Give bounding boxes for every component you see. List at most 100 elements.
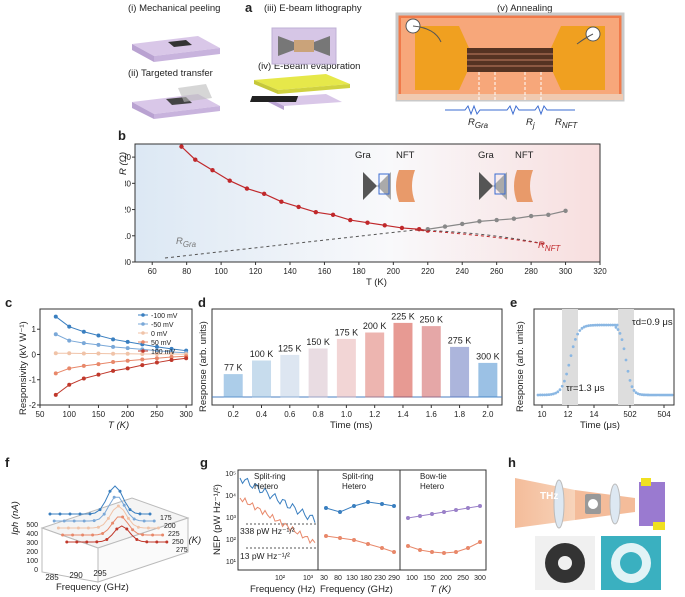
e-decay-point (670, 393, 674, 397)
e-rise-point (576, 332, 579, 336)
panel-label-a: a (245, 0, 253, 15)
d-pulse-bar (421, 326, 441, 398)
c-data-point (67, 324, 72, 329)
e-rise-point (585, 324, 588, 328)
e-rise-point (609, 323, 612, 327)
f-data-point (151, 533, 155, 537)
annealing-illustration (395, 12, 625, 116)
d-xlabel: Time (ms) (330, 420, 373, 431)
c-data-point (169, 358, 174, 363)
e-rise-point (565, 372, 568, 376)
f-data-point (56, 526, 60, 530)
f-data-point (52, 519, 56, 523)
f-data-point (65, 540, 69, 544)
b-data-point (477, 219, 482, 224)
e-rise-point (607, 323, 610, 327)
d-xtick-label: 1.8 (454, 410, 466, 419)
e-xtick-label: 14 (590, 410, 599, 419)
c-data-point (111, 337, 116, 342)
b-data-point (399, 225, 405, 231)
f-ytick-label: 500 (26, 522, 38, 529)
d-pulse-label: 300 K (476, 351, 500, 361)
c-data-point (53, 314, 58, 319)
g-hetero-point (338, 536, 342, 540)
e-xtick-label: 12 (564, 410, 573, 419)
c-data-point (111, 351, 116, 356)
c-data-point (140, 363, 145, 368)
c-data-point (67, 351, 72, 356)
f-data-point (128, 508, 132, 512)
g-legend-3b: Hetero (420, 482, 445, 491)
g-bowtie-point (418, 514, 422, 518)
e-rise-point (615, 323, 619, 327)
e-decay-point (624, 358, 628, 362)
b-data-point (244, 186, 250, 191)
g-bowtie-point (442, 510, 446, 514)
c-ytick-label: 1 (32, 325, 37, 334)
e-rise-point (538, 393, 542, 397)
c-series-line (55, 333, 187, 354)
g-xtick-label-2: 180 (360, 575, 372, 582)
f-data-point (78, 512, 82, 516)
c-data-point (140, 357, 145, 362)
g-splitring-point (338, 510, 342, 514)
b-plot-area (134, 143, 601, 263)
d-pulse-label: 125 K (278, 343, 302, 353)
c-xtick-label: 300 (179, 410, 193, 419)
f-ytick-label: 0 (34, 567, 38, 574)
b-xtick-label: 200 (387, 267, 401, 276)
c-legend-label: -100 mV (151, 313, 178, 320)
f-xtick-label: 290 (69, 571, 83, 580)
c-xtick-label: 150 (92, 410, 106, 419)
f-ttick-label: 200 (164, 523, 176, 530)
g-splitring-freq (325, 501, 395, 513)
c-legend-label: -50 mV (151, 322, 174, 329)
e-decay-point (654, 393, 658, 397)
c-data-point (111, 360, 116, 365)
g-hetero-temp-point (406, 544, 410, 548)
b-xtick-label: 300 (559, 267, 573, 276)
b-xtick-label: 180 (352, 267, 366, 276)
b-data-point (279, 199, 284, 204)
step-4-label: (iv) E-Beam evaporation (258, 61, 361, 72)
e-rise-point (552, 392, 555, 396)
f-data-point (102, 512, 106, 516)
e-rise-point (598, 323, 601, 327)
f-data-point (72, 519, 76, 523)
band-inset-left (363, 170, 415, 202)
b-ytick-label: 1240 (125, 153, 132, 162)
b-data-point (210, 168, 215, 173)
c-data-point (154, 344, 159, 349)
f-data-point (141, 533, 145, 537)
c-data-point (81, 329, 86, 334)
substrate-1 (132, 36, 220, 62)
b-inset-gra-1: Gra (355, 150, 371, 161)
c-xtick-label: 50 (36, 410, 45, 419)
g-xtick-label-2: 30 (320, 575, 328, 582)
c-series-line (55, 355, 187, 374)
d-xtick-label: 2.0 (482, 410, 494, 419)
g-ytick-label: 10¹ (226, 559, 237, 566)
g-hetero-noise (239, 496, 316, 545)
c-data-point (81, 341, 86, 346)
e-decay-point (662, 393, 666, 397)
c-data-point (125, 358, 130, 363)
f-data-point (81, 533, 85, 537)
f-data-point (92, 519, 96, 523)
e-rise-point (578, 329, 582, 332)
e-rise-point (560, 384, 564, 388)
r-nft-label: RNFT (555, 117, 578, 130)
b-data-point (193, 157, 198, 162)
panel-label-h: h (508, 455, 516, 470)
g-xtick-label-2: 290 (388, 575, 400, 582)
f-data-point (138, 512, 142, 516)
chart-c: 50 100 150 200 250 300 -2 -1 0 1 -100 mV -50 mV 0 m… (29, 308, 193, 419)
g-ytick-label: 10⁴ (225, 493, 236, 500)
g-xlabel-2: Frequency (GHz) (320, 584, 393, 595)
e-rise-point (613, 323, 617, 327)
d-pulse-bar (223, 374, 243, 398)
e-rise-point (600, 323, 604, 327)
g-xtick-label-3: 300 (474, 575, 486, 582)
g-hetero-temp-point (430, 550, 434, 554)
